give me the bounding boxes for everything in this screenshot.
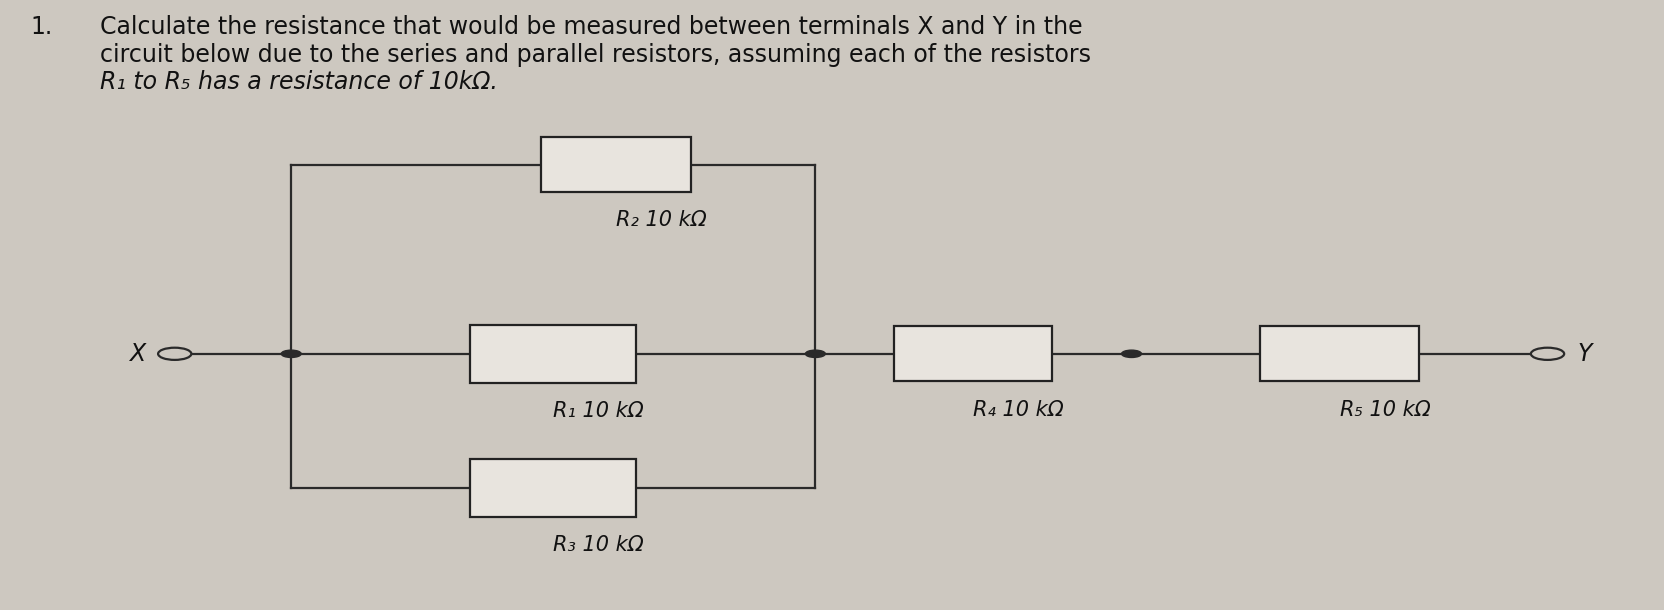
Bar bbox=[895, 326, 1052, 381]
Text: R₁ 10 kΩ: R₁ 10 kΩ bbox=[552, 401, 644, 421]
Text: R₄ 10 kΩ: R₄ 10 kΩ bbox=[973, 400, 1065, 420]
Bar bbox=[1261, 326, 1418, 381]
Circle shape bbox=[805, 350, 825, 357]
Text: circuit below due to the series and parallel resistors, assuming each of the res: circuit below due to the series and para… bbox=[100, 43, 1092, 66]
Circle shape bbox=[1122, 350, 1142, 357]
Text: X: X bbox=[128, 342, 145, 366]
Text: R₁ to R₅ has a resistance of 10kΩ.: R₁ to R₅ has a resistance of 10kΩ. bbox=[100, 70, 498, 94]
Bar bbox=[541, 137, 691, 192]
Text: R₂ 10 kΩ: R₂ 10 kΩ bbox=[616, 210, 707, 231]
Circle shape bbox=[1531, 348, 1564, 360]
Text: 1.: 1. bbox=[30, 15, 52, 39]
Bar bbox=[471, 325, 636, 383]
Text: R₅ 10 kΩ: R₅ 10 kΩ bbox=[1340, 400, 1431, 420]
Text: Calculate the resistance that would be measured between terminals X and Y in the: Calculate the resistance that would be m… bbox=[100, 15, 1083, 39]
Text: Y: Y bbox=[1577, 342, 1592, 366]
Circle shape bbox=[281, 350, 301, 357]
Bar bbox=[471, 459, 636, 517]
Text: R₃ 10 kΩ: R₃ 10 kΩ bbox=[552, 536, 644, 555]
Circle shape bbox=[158, 348, 191, 360]
